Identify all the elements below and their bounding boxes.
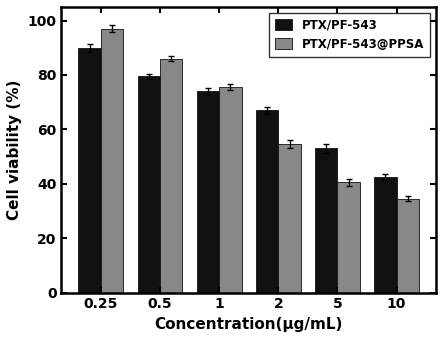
Bar xyxy=(219,87,241,293)
Bar xyxy=(396,199,419,293)
Bar xyxy=(374,177,396,293)
Y-axis label: Cell viability (%): Cell viability (%) xyxy=(7,80,22,220)
Bar xyxy=(137,76,160,293)
Bar xyxy=(78,48,101,293)
Bar xyxy=(256,110,278,293)
Legend: PTX/PF-543, PTX/PF-543@PPSA: PTX/PF-543, PTX/PF-543@PPSA xyxy=(269,13,430,57)
Bar xyxy=(315,148,338,293)
Bar xyxy=(278,144,301,293)
Bar xyxy=(160,59,183,293)
X-axis label: Concentration(μg/mL): Concentration(μg/mL) xyxy=(155,317,343,332)
Bar xyxy=(101,29,123,293)
Bar xyxy=(338,182,360,293)
Bar xyxy=(197,91,219,293)
